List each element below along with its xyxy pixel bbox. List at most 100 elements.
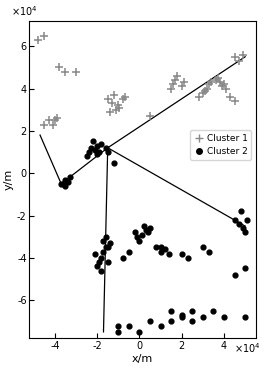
Point bbox=[137, 238, 142, 244]
Point bbox=[63, 177, 68, 183]
Point bbox=[95, 143, 99, 149]
Point bbox=[237, 221, 241, 227]
Point bbox=[237, 58, 241, 64]
Point bbox=[169, 318, 173, 324]
Point bbox=[224, 86, 228, 92]
Point bbox=[46, 117, 51, 123]
Point bbox=[148, 318, 152, 324]
Point bbox=[214, 77, 218, 83]
Point bbox=[91, 138, 95, 144]
Point bbox=[84, 153, 89, 159]
Point bbox=[167, 251, 171, 256]
Point bbox=[63, 183, 68, 189]
Point bbox=[228, 94, 233, 100]
Point bbox=[93, 147, 97, 153]
Point bbox=[243, 314, 247, 320]
Point bbox=[222, 314, 226, 320]
Point bbox=[142, 223, 146, 229]
Point bbox=[233, 217, 237, 223]
Point bbox=[99, 141, 103, 146]
Point bbox=[95, 263, 99, 269]
Point bbox=[154, 244, 158, 250]
X-axis label: x/m: x/m bbox=[132, 354, 153, 364]
Point bbox=[163, 247, 167, 252]
Point bbox=[87, 149, 91, 155]
Point bbox=[89, 145, 93, 151]
Point bbox=[186, 255, 190, 261]
Point bbox=[209, 79, 214, 85]
Point bbox=[233, 54, 237, 60]
Point bbox=[158, 248, 163, 254]
Point bbox=[74, 69, 78, 75]
Point bbox=[180, 314, 184, 320]
Point bbox=[112, 160, 116, 166]
Point bbox=[241, 225, 245, 231]
Point bbox=[110, 100, 114, 106]
Point bbox=[220, 84, 224, 89]
Point bbox=[108, 240, 112, 246]
Point bbox=[36, 37, 40, 43]
Point bbox=[190, 318, 194, 324]
Point bbox=[241, 52, 245, 58]
Point bbox=[175, 73, 180, 79]
Point bbox=[148, 225, 152, 231]
Point bbox=[53, 117, 57, 123]
Point bbox=[180, 312, 184, 318]
Point bbox=[233, 272, 237, 278]
Point bbox=[171, 81, 175, 87]
Point bbox=[180, 84, 184, 89]
Point bbox=[59, 181, 63, 187]
Text: $\times10^4$: $\times10^4$ bbox=[234, 342, 260, 355]
Point bbox=[97, 149, 101, 155]
Point bbox=[196, 94, 201, 100]
Point bbox=[127, 248, 131, 254]
Point bbox=[158, 244, 163, 250]
Point bbox=[97, 259, 101, 265]
Point bbox=[103, 145, 108, 151]
Point bbox=[144, 227, 148, 233]
Point bbox=[99, 255, 103, 261]
Point bbox=[216, 75, 220, 81]
Point bbox=[42, 121, 46, 127]
Point bbox=[169, 308, 173, 314]
Point bbox=[133, 230, 137, 236]
Point bbox=[112, 92, 116, 98]
Point bbox=[135, 234, 139, 240]
Point bbox=[207, 248, 211, 254]
Point bbox=[139, 231, 144, 237]
Point bbox=[101, 248, 106, 254]
Point bbox=[137, 329, 142, 335]
Point bbox=[233, 98, 237, 104]
Point bbox=[239, 208, 243, 214]
Y-axis label: y/m: y/m bbox=[4, 169, 14, 190]
Point bbox=[68, 174, 72, 180]
Point bbox=[106, 259, 110, 265]
Point bbox=[106, 244, 110, 250]
Legend: Cluster 1, Cluster 2: Cluster 1, Cluster 2 bbox=[191, 130, 251, 160]
Point bbox=[201, 90, 205, 96]
Point bbox=[117, 105, 121, 110]
Point bbox=[218, 79, 222, 85]
Point bbox=[146, 230, 150, 236]
Point bbox=[169, 86, 173, 92]
Point bbox=[120, 96, 125, 102]
Point bbox=[51, 121, 55, 127]
Point bbox=[63, 69, 68, 75]
Point bbox=[116, 329, 120, 335]
Point bbox=[190, 308, 194, 314]
Point bbox=[57, 64, 61, 70]
Point bbox=[203, 88, 207, 93]
Point bbox=[114, 107, 118, 113]
Point bbox=[55, 115, 59, 121]
Point bbox=[205, 86, 209, 92]
Point bbox=[106, 149, 110, 155]
Point bbox=[148, 113, 152, 119]
Point bbox=[245, 217, 249, 223]
Text: $\times10^4$: $\times10^4$ bbox=[11, 4, 38, 18]
Point bbox=[127, 323, 131, 329]
Point bbox=[182, 79, 186, 85]
Point bbox=[95, 151, 99, 157]
Point bbox=[99, 268, 103, 273]
Point bbox=[103, 244, 108, 250]
Point bbox=[42, 33, 46, 39]
